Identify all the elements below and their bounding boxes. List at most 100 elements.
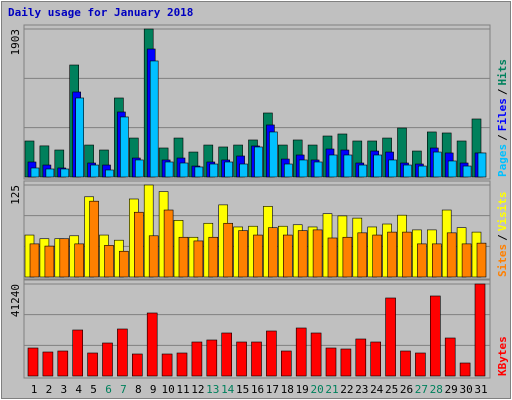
bar [387, 231, 397, 278]
bar [87, 352, 98, 377]
x-tick-label: 1 [31, 383, 38, 396]
x-tick-label: 4 [75, 383, 82, 396]
x-tick-label: 30 [459, 383, 472, 396]
bar [400, 350, 411, 377]
bar [403, 164, 412, 178]
bar [191, 341, 203, 377]
legend-separator: / [496, 134, 509, 141]
bar [355, 338, 367, 377]
bar [29, 243, 40, 278]
x-tick-label: 9 [150, 383, 157, 396]
x-tick-label: 16 [251, 383, 264, 396]
bar [444, 337, 456, 377]
x-tick-label: 5 [90, 383, 97, 396]
bar [418, 165, 427, 178]
bar [179, 162, 189, 178]
bar [432, 151, 442, 178]
legend: Pages / Files / Hits [496, 59, 509, 177]
bar [388, 159, 397, 178]
x-tick-label: 29 [445, 383, 458, 396]
x-tick-label: 12 [191, 383, 204, 396]
bar [44, 245, 55, 278]
bar [477, 152, 487, 178]
x-tick-label: 18 [281, 383, 294, 396]
x-tick-label: 8 [135, 383, 142, 396]
chart-title: Daily usage for January 2018 [8, 6, 193, 19]
bar [57, 350, 69, 377]
x-tick-label: 15 [236, 383, 249, 396]
bar [74, 243, 84, 278]
legend: KBytes [496, 336, 509, 376]
bar [431, 243, 442, 278]
bar [268, 227, 278, 278]
legend-separator: / [496, 88, 509, 95]
x-tick-label: 31 [474, 383, 487, 396]
legend-entry: Files [496, 98, 509, 131]
bar [328, 154, 338, 178]
bar [239, 163, 248, 178]
bar [370, 341, 382, 377]
bar [30, 167, 40, 178]
x-tick-label: 19 [296, 383, 309, 396]
bar [385, 297, 396, 377]
bar [119, 250, 129, 278]
bar [102, 342, 113, 377]
bar [342, 236, 353, 278]
bar [327, 237, 338, 278]
x-tick-label: 27 [415, 383, 428, 396]
x-tick-label: 28 [430, 383, 443, 396]
x-tick-label: 21 [325, 383, 338, 396]
bar [295, 327, 307, 377]
bar [447, 160, 457, 178]
bar [297, 230, 308, 278]
legend-entry: Hits [496, 59, 509, 86]
bar [236, 341, 247, 377]
bar [148, 235, 159, 278]
bar [358, 164, 368, 178]
bar [208, 236, 219, 278]
legend-separator: / [496, 234, 509, 241]
bar [312, 229, 323, 278]
bar [373, 154, 383, 178]
bar [254, 146, 263, 178]
y-tick-label: 125 [9, 185, 22, 205]
x-tick-label: 20 [310, 383, 323, 396]
bar [474, 283, 486, 377]
bar [221, 332, 232, 377]
x-tick-label: 6 [105, 383, 112, 396]
bar [223, 222, 233, 278]
legend-entry: Sites [496, 244, 509, 277]
bar [269, 131, 278, 178]
legend-entry: Pages [496, 144, 509, 177]
bar [461, 243, 472, 278]
bar [117, 328, 128, 377]
bar [176, 352, 188, 377]
bar [194, 166, 204, 178]
bar [146, 312, 158, 377]
bar [132, 353, 143, 377]
bar [42, 351, 54, 377]
bar [135, 159, 144, 178]
bar [72, 329, 83, 377]
x-tick-label: 23 [355, 383, 368, 396]
bar [310, 332, 322, 377]
bar [325, 347, 337, 377]
bar [59, 238, 70, 278]
bar [429, 295, 441, 377]
x-tick-label: 10 [161, 383, 174, 396]
bar [224, 161, 233, 178]
bar [149, 60, 159, 178]
bar [45, 168, 55, 178]
bar [417, 243, 427, 278]
legend: Sites / Visits [496, 192, 509, 278]
bar [143, 184, 154, 278]
bar [253, 234, 263, 278]
y-tick-label: 41240 [9, 284, 22, 317]
bar [105, 169, 114, 178]
bar [120, 116, 129, 178]
x-tick-label: 25 [385, 383, 398, 396]
bar [104, 245, 114, 278]
